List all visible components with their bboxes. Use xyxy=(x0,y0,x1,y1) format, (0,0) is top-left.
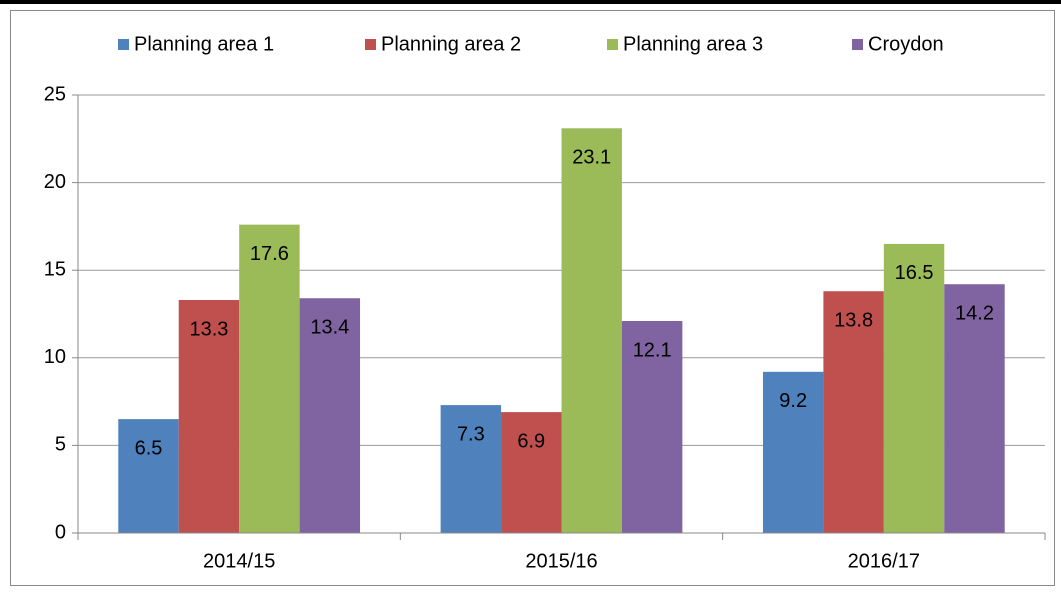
y-tick-label: 25 xyxy=(44,83,66,105)
y-tick-label: 0 xyxy=(55,521,66,543)
legend-swatch xyxy=(607,39,618,50)
data-label: 17.6 xyxy=(250,243,289,265)
data-label: 12.1 xyxy=(633,339,672,361)
bar xyxy=(299,298,361,533)
data-label: 9.2 xyxy=(779,390,807,412)
data-label: 7.3 xyxy=(457,423,485,445)
y-tick-label: 5 xyxy=(55,434,66,456)
bar xyxy=(239,224,300,533)
bar xyxy=(178,299,240,533)
y-tick-label: 10 xyxy=(44,346,66,368)
bar xyxy=(762,371,824,533)
bar xyxy=(883,243,945,534)
data-label: 6.9 xyxy=(517,430,545,452)
x-tick-label: 2016/17 xyxy=(848,550,920,572)
data-label: 14.2 xyxy=(955,302,994,324)
cropped-title-band xyxy=(0,0,1061,4)
legend-swatch xyxy=(365,39,376,50)
data-label: 16.5 xyxy=(895,262,934,284)
x-tick-label: 2014/15 xyxy=(203,550,275,572)
y-tick-label: 20 xyxy=(44,171,66,193)
bar xyxy=(621,321,683,533)
bar xyxy=(440,405,502,533)
legend-label: Planning area 1 xyxy=(134,33,274,55)
y-tick-label: 15 xyxy=(44,258,66,280)
data-label: 23.1 xyxy=(572,147,611,169)
data-label: 13.8 xyxy=(834,310,873,332)
data-label: 13.4 xyxy=(310,317,349,339)
data-label: 13.3 xyxy=(189,318,228,340)
legend-swatch xyxy=(852,39,863,50)
bar xyxy=(561,128,622,533)
bar xyxy=(944,284,1005,533)
legend-label: Planning area 3 xyxy=(623,33,763,55)
legend-label: Croydon xyxy=(868,33,944,55)
bar xyxy=(118,419,179,533)
bar xyxy=(501,412,562,533)
bar xyxy=(823,291,884,533)
data-label: 6.5 xyxy=(135,437,163,459)
legend-label: Planning area 2 xyxy=(381,33,521,55)
legend-swatch xyxy=(118,39,129,50)
x-tick-label: 2015/16 xyxy=(525,550,597,572)
